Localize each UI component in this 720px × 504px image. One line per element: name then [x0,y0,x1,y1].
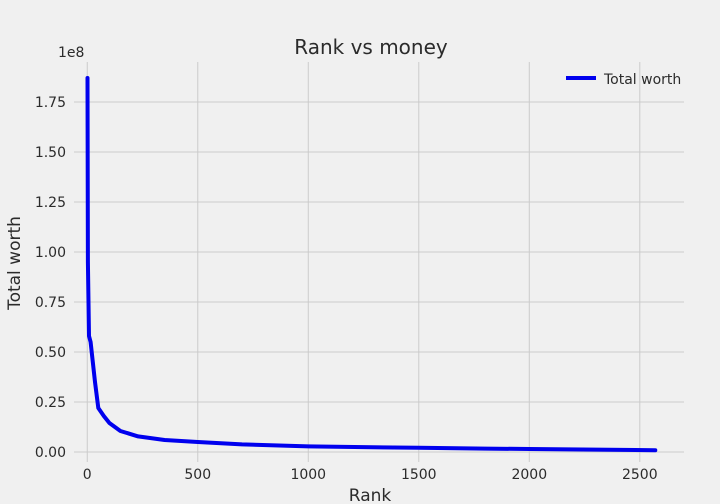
y-axis-offset-label: 1e8 [58,45,84,61]
y-tick-label: 0.25 [35,395,66,411]
grid [74,62,684,462]
y-tick-label: 0.00 [35,445,66,461]
legend-label-total-worth: Total worth [603,72,681,88]
y-tick-label: 1.00 [35,245,66,261]
series-layer [85,76,658,453]
series-line-total-worth [85,76,658,453]
y-tick-label: 0.50 [35,345,66,361]
y-tick-label: 1.75 [35,95,66,111]
x-tick-label: 1500 [401,467,437,483]
y-axis-label: Total worth [5,216,25,311]
y-tick-label: 0.75 [35,295,66,311]
legend: Total worth [566,72,681,88]
x-tick-label: 0 [83,467,92,483]
x-axis-label: Rank [349,486,392,504]
x-tick-label: 2500 [622,467,658,483]
x-tick-label: 2000 [511,467,547,483]
y-tick-label: 1.50 [35,145,66,161]
chart-title: Rank vs money [294,35,448,59]
tick-labels: 0 500 1000 1500 2000 2500 0.00 0.25 0.50 0.75 1.00… [35,95,658,483]
x-tick-label: 500 [184,467,211,483]
x-tick-label: 1000 [290,467,326,483]
y-tick-label: 1.25 [35,195,66,211]
